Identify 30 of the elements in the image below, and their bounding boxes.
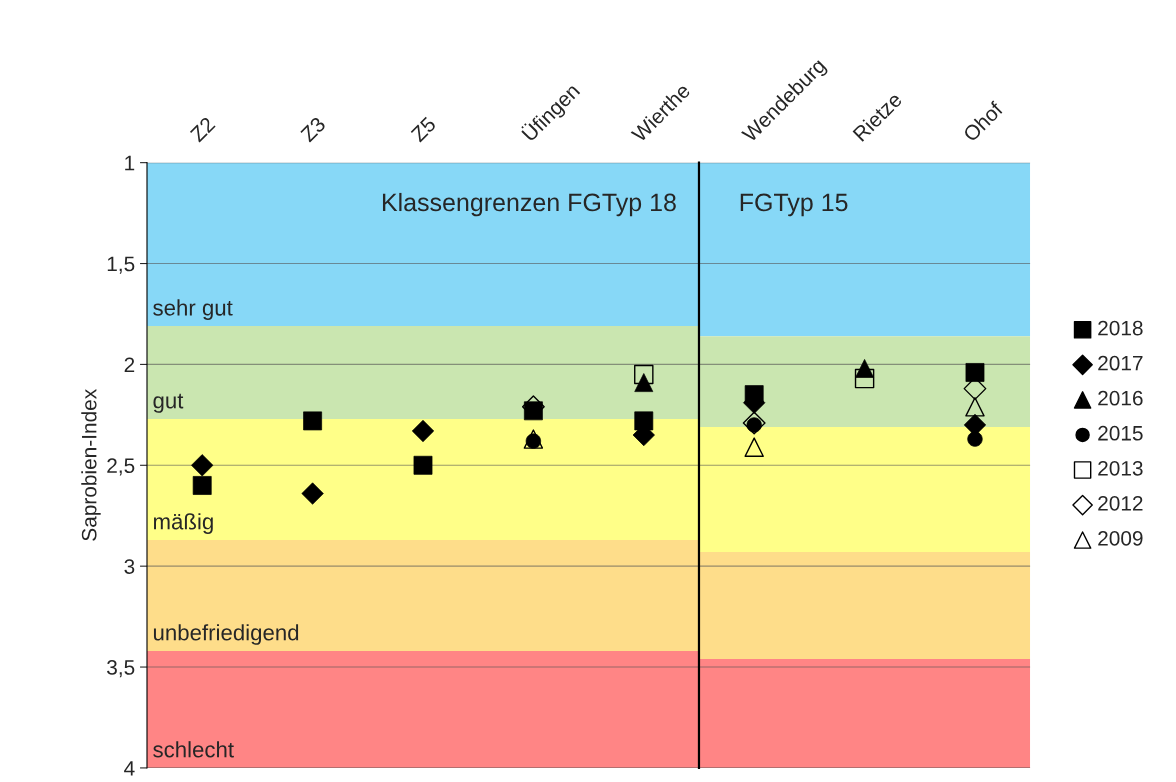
band-label: gut: [153, 393, 184, 413]
annotation: FGTyp 15: [740, 193, 848, 217]
point: [744, 437, 764, 457]
legend-label: 2013: [1098, 460, 1143, 476]
legend-label: 2015: [1098, 425, 1143, 441]
legend-label: 2009: [1098, 531, 1143, 546]
band-label: schlecht: [153, 741, 234, 758]
band-label: sehr gut: [153, 299, 233, 321]
y-tick-label: 3: [124, 559, 135, 574]
point: [742, 411, 766, 435]
y-tick-label: 2,5: [107, 458, 135, 476]
legend-label: 2016: [1098, 390, 1143, 406]
legend-label: 2012: [1098, 495, 1143, 511]
point: [854, 368, 875, 389]
band-label: unbefriedigend: [153, 624, 299, 645]
point: [965, 397, 985, 417]
legend-label: 2018: [1098, 320, 1143, 336]
y-tick-label: 4: [124, 761, 135, 776]
y-axis-title: Saprobien-Index: [81, 389, 101, 541]
y-tick-label: 1: [125, 155, 135, 171]
y-tick-label: 1,5: [107, 256, 135, 274]
legend-label: 2017: [1098, 355, 1143, 371]
annotation: Klassengrenzen FGTyp 18: [382, 192, 676, 217]
point: [634, 364, 654, 385]
category-label: Z3: [299, 116, 327, 143]
band-label: mäßig: [154, 513, 213, 534]
category-label: Z2: [189, 116, 216, 143]
category-label: Z5: [410, 116, 437, 143]
y-tick-label: 3,5: [107, 660, 135, 678]
y-tick-label: 2: [124, 357, 135, 372]
